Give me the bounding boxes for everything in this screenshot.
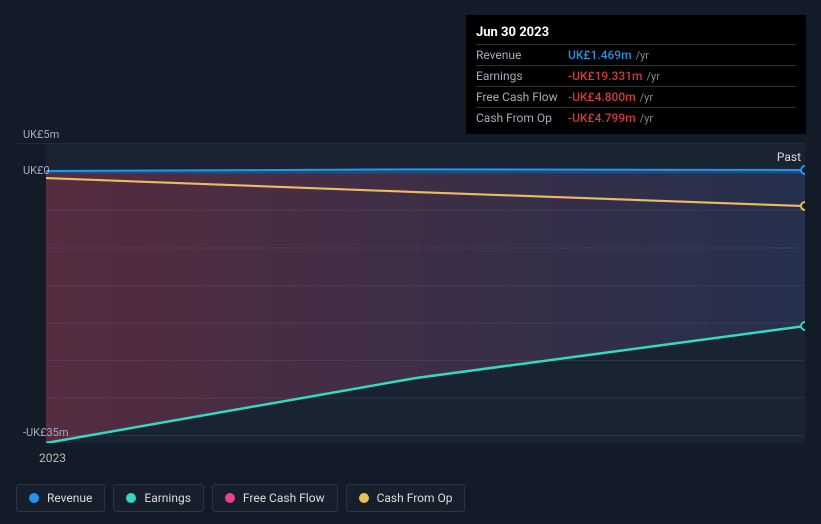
tooltip-row-label: Free Cash Flow — [476, 90, 568, 104]
tooltip-row-label: Cash From Op — [476, 111, 568, 125]
legend-item-earnings[interactable]: Earnings — [113, 484, 204, 512]
tooltip-row: Earnings-UK£19.331m/yr — [476, 66, 796, 87]
y-axis-bottom-label: -UK£35m — [23, 426, 68, 439]
chart-svg — [16, 143, 805, 443]
legend-swatch — [126, 493, 136, 503]
legend-label: Cash From Op — [377, 491, 453, 505]
tooltip-row: RevenueUK£1.469m/yr — [476, 45, 796, 66]
legend-swatch — [359, 493, 369, 503]
past-label: Past — [777, 150, 801, 164]
legend: Revenue Earnings Free Cash Flow Cash From O… — [16, 484, 465, 512]
legend-item-revenue[interactable]: Revenue — [16, 484, 105, 512]
tooltip-row-value: -UK£4.799m — [568, 111, 636, 125]
chart-plot — [16, 143, 805, 443]
tooltip-row: Cash From Op-UK£4.799m/yr — [476, 108, 796, 128]
legend-swatch — [29, 493, 39, 503]
tooltip-row-label: Earnings — [476, 69, 568, 83]
legend-item-cash-from-op[interactable]: Cash From Op — [346, 484, 466, 512]
tooltip-row-value: -UK£19.331m — [568, 69, 642, 83]
y-axis-top-label: UK£5m — [23, 128, 59, 141]
legend-label: Earnings — [144, 491, 191, 505]
tooltip-panel: Jun 30 2023 RevenueUK£1.469m/yrEarnings-… — [466, 15, 806, 134]
tooltip-row-value: UK£1.469m — [568, 48, 632, 62]
x-axis-label: 2023 — [39, 451, 66, 465]
tooltip-date: Jun 30 2023 — [476, 21, 796, 45]
chart-container: Jun 30 2023 RevenueUK£1.469m/yrEarnings-… — [0, 0, 821, 524]
tooltip-row-suffix: /yr — [640, 91, 653, 104]
legend-label: Revenue — [47, 491, 92, 505]
tooltip-row-suffix: /yr — [636, 49, 649, 62]
legend-swatch — [225, 493, 235, 503]
y-axis-zero-label: UK£0 — [23, 164, 50, 177]
tooltip-row-label: Revenue — [476, 48, 568, 62]
legend-item-free-cash-flow[interactable]: Free Cash Flow — [212, 484, 338, 512]
tooltip-row: Free Cash Flow-UK£4.800m/yr — [476, 87, 796, 108]
tooltip-row-suffix: /yr — [640, 112, 653, 125]
tooltip-row-value: -UK£4.800m — [568, 90, 636, 104]
legend-label: Free Cash Flow — [243, 491, 325, 505]
tooltip-row-suffix: /yr — [646, 70, 659, 83]
